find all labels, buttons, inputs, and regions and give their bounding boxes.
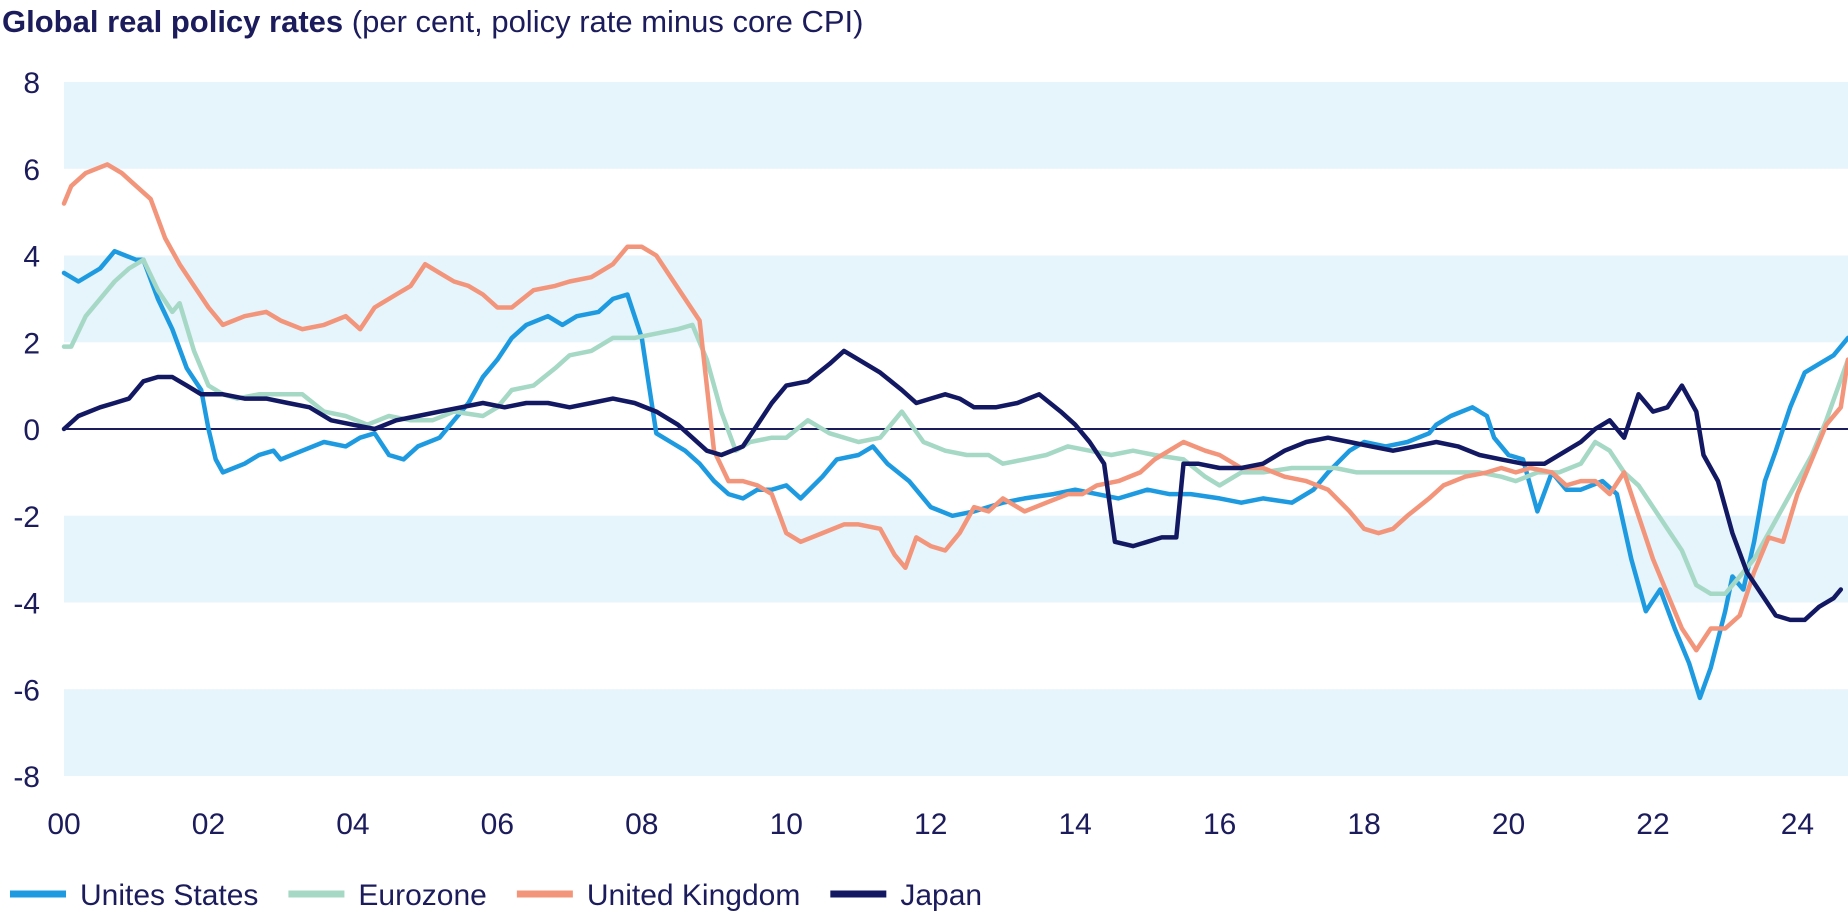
x-tick-label-14: 14: [1058, 808, 1091, 841]
x-tick-label-02: 02: [192, 808, 225, 841]
y-axis-ticks: 8 6 4 2 0 -2 -4 -6 -8: [13, 67, 40, 794]
legend-label-japan: Japan: [900, 879, 982, 912]
band-1: [64, 255, 1848, 343]
x-tick-label-22: 22: [1636, 808, 1669, 841]
y-tick-label-2: 2: [23, 327, 40, 360]
x-tick-label-06: 06: [481, 808, 514, 841]
legend-label-eurozone: Eurozone: [358, 879, 486, 912]
legend-label-unites-states: Unites States: [80, 879, 258, 912]
chart-title-text: Global real policy rates: [2, 4, 344, 39]
series-line-united-kingdom: [61, 162, 1848, 653]
legend-item-japan: Japan: [830, 879, 982, 912]
legend-item-eurozone: Eurozone: [288, 879, 487, 912]
y-tick-label-4: 4: [23, 241, 40, 274]
x-axis-ticks: 00 02 04 06 08 10 12 14 16 18 20 22 24: [47, 808, 1814, 841]
x-tick-label-24: 24: [1781, 808, 1814, 841]
chart-subtitle: (per cent, policy rate minus core CPI): [351, 4, 864, 39]
x-tick-label-04: 04: [336, 808, 369, 841]
series-line-japan: [61, 348, 1844, 623]
x-tick-label-10: 10: [770, 808, 803, 841]
legend-item-united-kingdom: United Kingdom: [516, 879, 800, 912]
x-tick-label-16: 16: [1203, 808, 1236, 841]
y-tick-label-0: 0: [23, 414, 40, 447]
x-tick-label-18: 18: [1347, 808, 1380, 841]
y-tick-label-2: -2: [13, 501, 40, 534]
chart-title: Global real policy rates (per cent, poli…: [2, 2, 863, 42]
legend: Unites States Eurozone United Kingdom Japan: [10, 879, 982, 912]
x-tick-label-08: 08: [625, 808, 658, 841]
x-tick-label-12: 12: [914, 808, 947, 841]
band-3: [64, 689, 1848, 776]
legend-item-unites-states: Unites States: [10, 879, 258, 912]
x-tick-label-00: 00: [47, 808, 80, 841]
y-tick-label-4: -4: [13, 588, 40, 621]
y-tick-label-8: -8: [13, 761, 40, 794]
y-tick-label-8: 8: [23, 67, 40, 100]
legend-label-united-kingdom: United Kingdom: [587, 879, 800, 912]
y-tick-label-6: 6: [23, 154, 40, 187]
series-line-eurozone: [61, 257, 1848, 597]
band-2: [64, 515, 1848, 603]
series-lines: [61, 162, 1848, 701]
y-tick-label-6: -6: [13, 674, 40, 707]
x-tick-label-20: 20: [1492, 808, 1525, 841]
band-0: [64, 82, 1848, 169]
